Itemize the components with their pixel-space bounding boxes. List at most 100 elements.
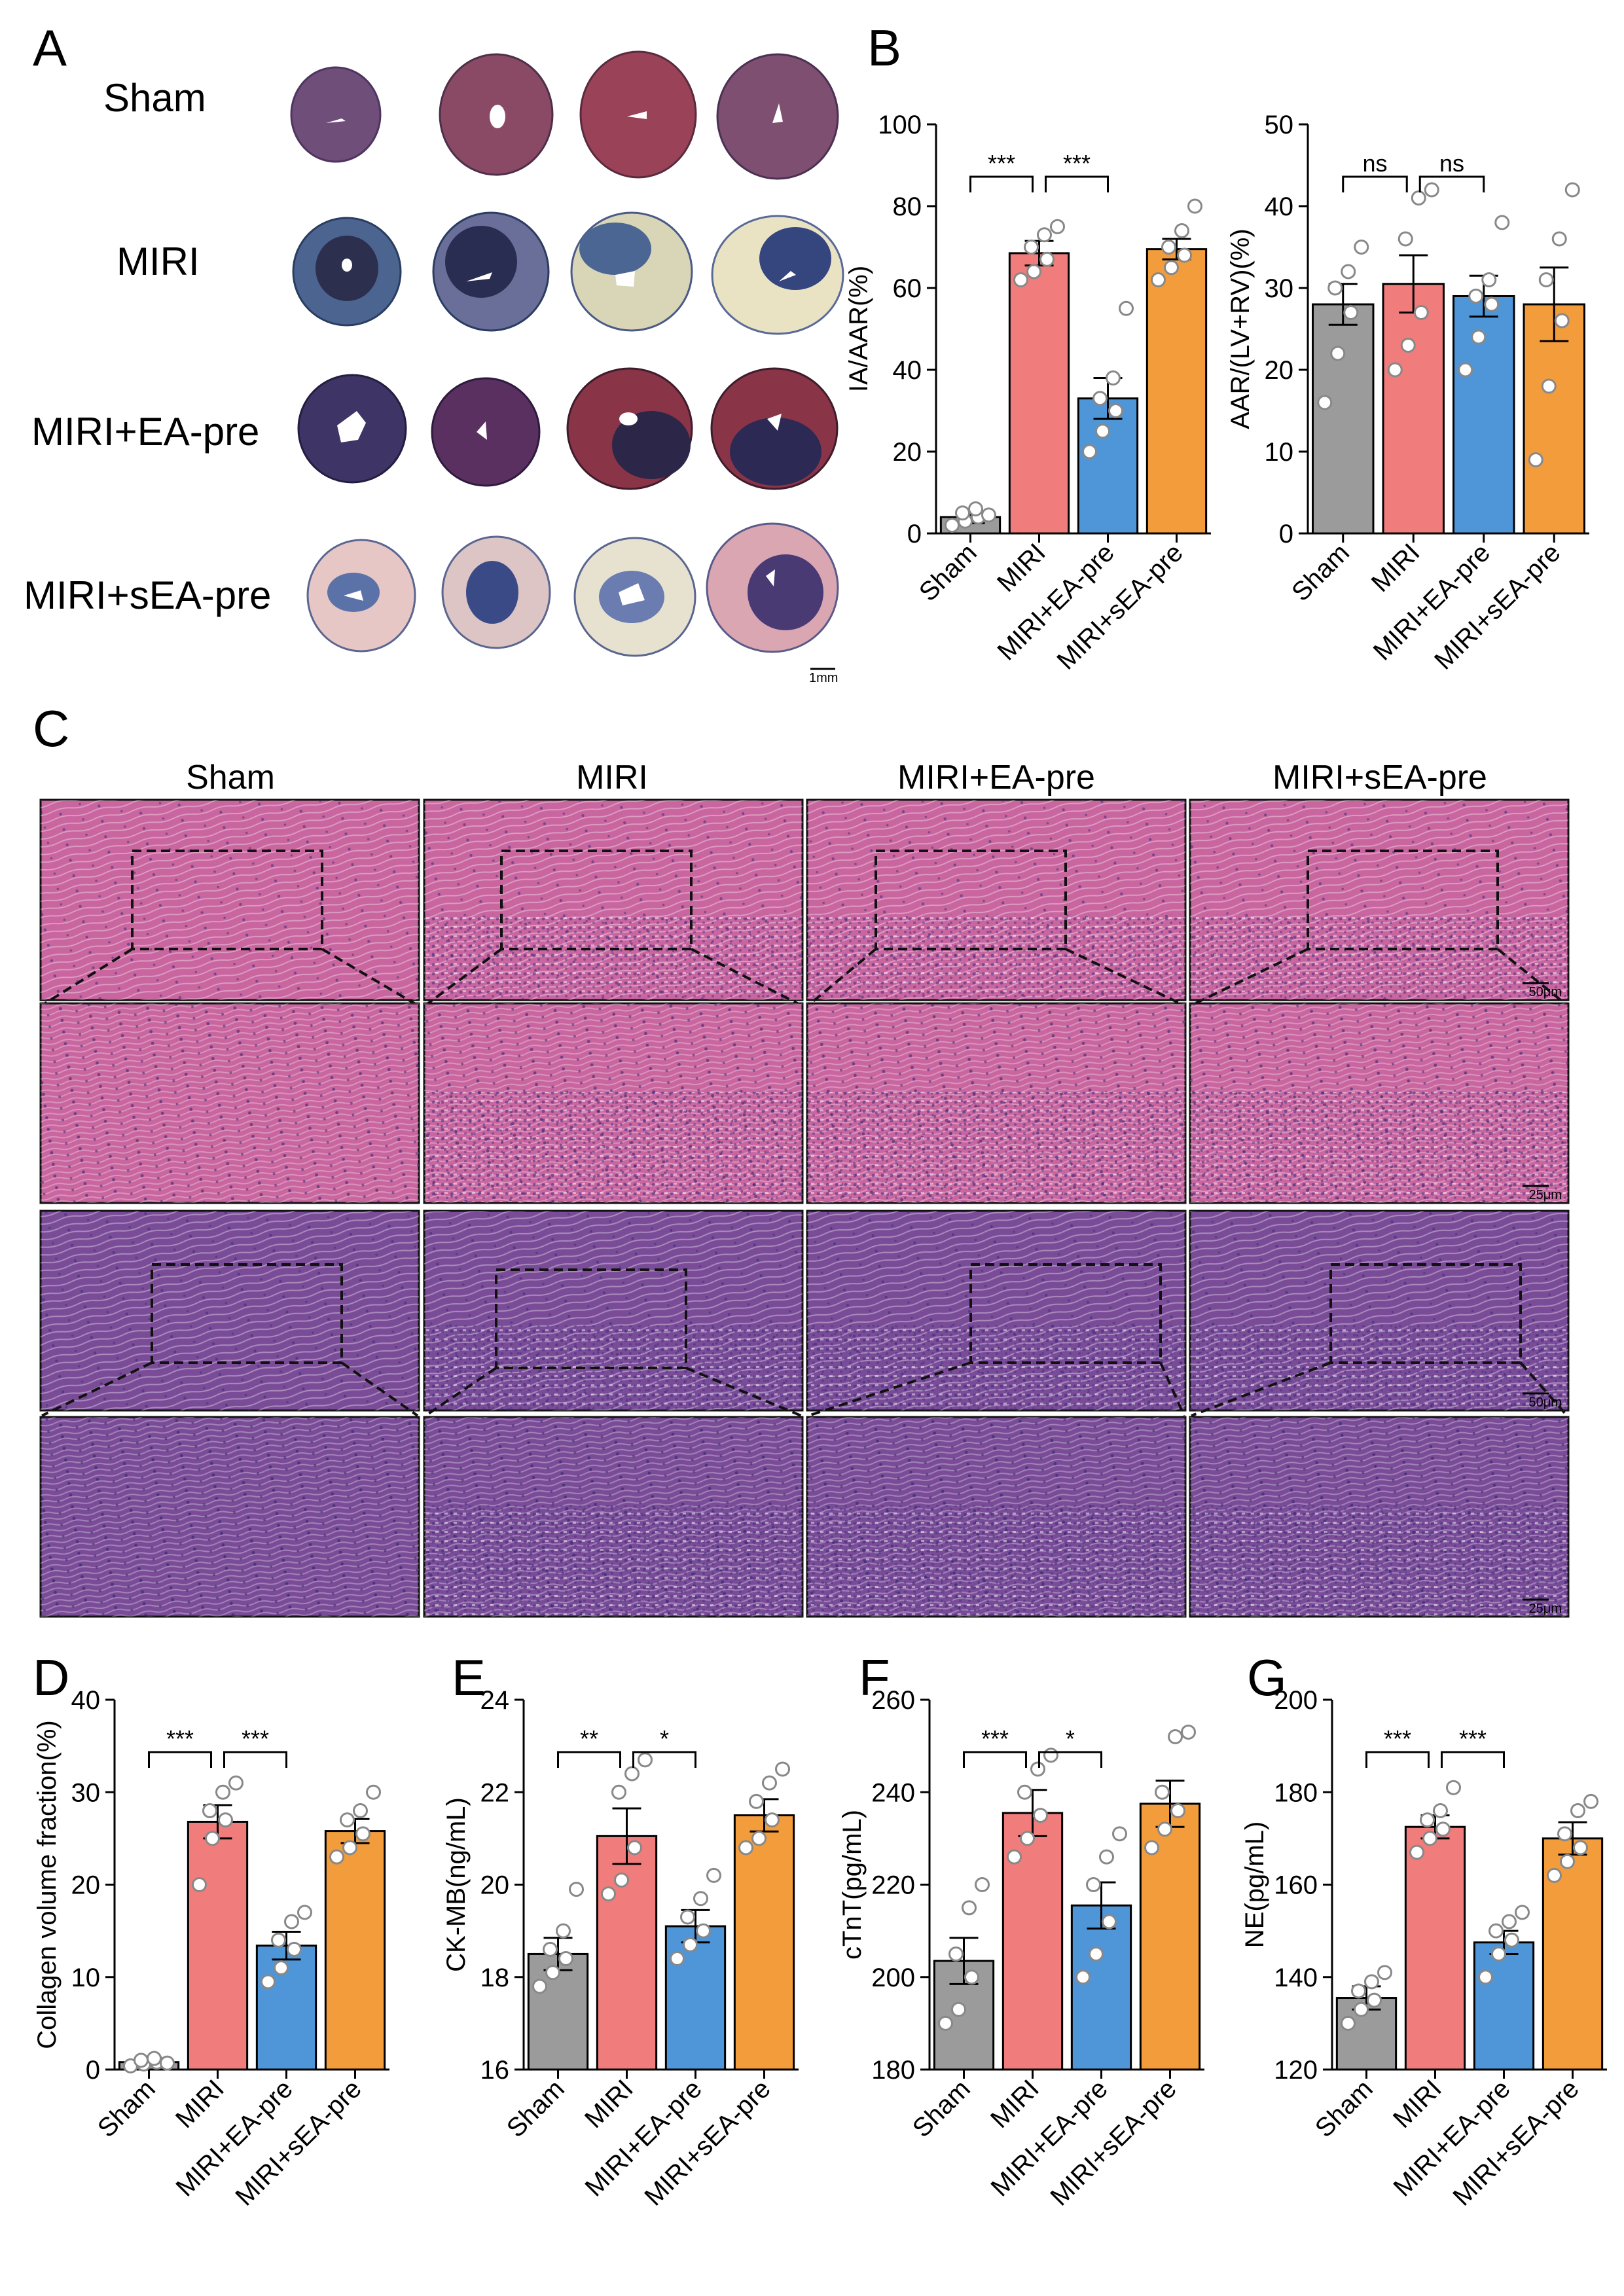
data-point — [1424, 182, 1439, 198]
panel-letter-g: G — [1247, 1649, 1287, 1706]
tissue-texture — [41, 1211, 419, 1410]
data-point — [1411, 190, 1426, 206]
lumen-shape — [627, 111, 647, 119]
data-point — [1151, 272, 1166, 287]
y-tick-label: 80 — [893, 192, 922, 221]
zoom-guide-line — [41, 1361, 153, 1417]
data-point — [1075, 1969, 1091, 1985]
data-point — [1354, 2001, 1369, 2017]
data-point — [738, 1840, 753, 1856]
y-tick-label: 40 — [71, 1686, 101, 1715]
data-point — [693, 1891, 708, 1907]
y-tick-label: 200 — [871, 1964, 915, 1992]
blue-area — [327, 573, 380, 612]
heart-section-row-sham — [290, 50, 839, 180]
y-tick-label: 16 — [480, 2056, 510, 2085]
blue-area — [730, 418, 821, 486]
data-point — [964, 1969, 979, 1985]
data-point — [1102, 1914, 1117, 1929]
bar — [733, 1814, 795, 2071]
infiltration-area — [425, 1505, 801, 1615]
data-point — [1119, 300, 1134, 316]
data-point — [1491, 1946, 1506, 1962]
data-point — [134, 2053, 149, 2068]
y-tick-label: 40 — [893, 356, 922, 385]
panel-letter-f: F — [859, 1649, 890, 1706]
y-tick-label: 20 — [480, 1871, 510, 1900]
blue-area — [748, 554, 823, 630]
zoom-guide-line — [321, 948, 419, 1007]
x-tick-label: MIRI+sEA-pre — [639, 2074, 776, 2212]
data-point — [1020, 1831, 1035, 1846]
data-point — [765, 1812, 780, 1828]
significance-bracket — [223, 1751, 287, 1768]
heart-section-row-miri — [292, 211, 844, 335]
data-point — [1343, 305, 1359, 320]
data-point — [329, 1849, 344, 1865]
y-tick-label: 200 — [1274, 1686, 1318, 1715]
data-point — [1170, 1803, 1185, 1818]
data-point — [1377, 1965, 1392, 1981]
y-tick-label: 240 — [871, 1778, 915, 1807]
data-point — [353, 1803, 368, 1818]
zoom-region-box — [500, 850, 693, 950]
data-point — [1013, 272, 1028, 287]
lumen-shape — [490, 105, 505, 128]
data-point — [1161, 240, 1176, 255]
x-tick-label: Sham — [907, 2074, 976, 2143]
significance-bracket — [1342, 175, 1408, 192]
data-point — [556, 1923, 571, 1939]
blue-area — [445, 226, 517, 298]
data-point — [1398, 231, 1413, 247]
significance-label: * — [1066, 1725, 1075, 1752]
data-point — [543, 1941, 558, 1957]
y-tick-label: 18 — [480, 1964, 510, 1992]
data-point — [1033, 1808, 1048, 1823]
data-point — [1108, 403, 1123, 418]
data-point — [1099, 1849, 1114, 1865]
bar — [596, 1835, 658, 2071]
bar — [1312, 303, 1375, 535]
panel-c: C Sham MIRI MIRI+EA-pre MIRI+sEA-pre 50μ… — [33, 700, 1570, 1618]
data-point — [1354, 240, 1369, 255]
significance-bracket — [1418, 175, 1485, 192]
significance-label: *** — [166, 1725, 194, 1752]
data-point — [948, 1946, 964, 1962]
significance-bracket — [1441, 1751, 1505, 1768]
data-point — [775, 1761, 790, 1777]
data-point — [706, 1867, 721, 1883]
y-tick-label: 30 — [71, 1778, 101, 1807]
significance-bracket — [1365, 1751, 1430, 1768]
data-point — [611, 1784, 626, 1800]
heart-section-row-miri-sea — [306, 522, 839, 657]
data-point — [1557, 1826, 1572, 1842]
data-point — [1017, 1784, 1032, 1800]
y-tick-label: 140 — [1274, 1964, 1318, 1992]
data-point — [297, 1905, 312, 1920]
data-point — [1528, 452, 1543, 467]
zoom-region-box — [969, 1263, 1162, 1364]
y-tick-label: 20 — [71, 1871, 101, 1900]
data-point — [1367, 1992, 1382, 2008]
data-point — [215, 1784, 230, 1800]
data-point — [1341, 2015, 1356, 2031]
data-point — [1554, 313, 1570, 329]
data-point — [342, 1840, 357, 1856]
panel-letter-c: C — [33, 700, 69, 757]
row-label-sham: Sham — [103, 76, 206, 120]
significance-label: * — [660, 1725, 669, 1752]
data-point — [366, 1784, 381, 1800]
y-tick-label: 24 — [480, 1686, 510, 1715]
significance-bracket — [963, 1751, 1027, 1768]
significance-label: *** — [1459, 1725, 1487, 1752]
data-point — [624, 1766, 640, 1782]
zoom-region-box — [1329, 1263, 1522, 1364]
data-point — [545, 1965, 560, 1981]
data-point — [1007, 1849, 1022, 1865]
data-point — [1413, 305, 1429, 320]
data-point — [1570, 1803, 1585, 1818]
data-point — [1420, 1812, 1435, 1828]
